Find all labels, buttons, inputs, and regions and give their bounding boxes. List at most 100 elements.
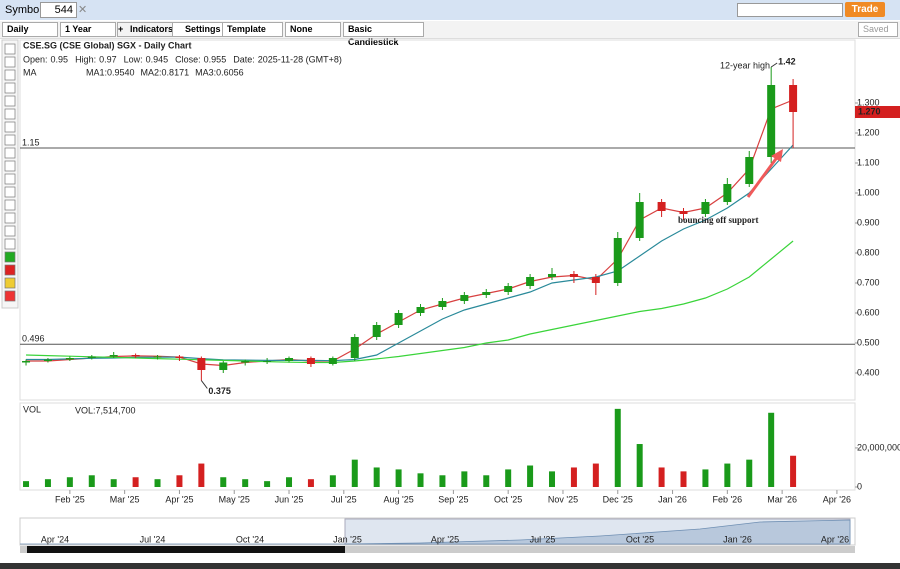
symbol-input[interactable]: 544 [40,2,77,18]
volume-bar [592,463,599,487]
header-label: Close: [175,54,201,64]
volume-bar [23,481,30,487]
y-tick-label: 1.200 [857,127,880,137]
scrollbar [20,546,855,553]
candle-body [131,355,140,357]
navigator-label: Apr '25 [431,534,459,544]
volume-bar [636,444,643,487]
y-tick-label: 0.800 [857,247,880,257]
x-tick-label: Aug '25 [383,494,413,504]
x-tick-label: Apr '25 [165,494,193,504]
tool-icon [4,95,16,107]
tool-icon [4,121,16,133]
candle-body [263,361,272,362]
volume-bar [220,477,227,487]
candle-body [657,202,666,211]
clear-icon[interactable]: ✕ [78,4,88,16]
x-tick-label: Jun '25 [275,494,304,504]
scrollbar-dark [27,546,345,553]
volume-bar [132,477,139,487]
volume-bar [110,479,117,487]
volume-bar [614,408,621,487]
x-tick-label: Oct '25 [494,494,522,504]
candle-body [306,358,315,364]
y-tick-label: 0.900 [857,217,880,227]
tool-icon [4,186,16,198]
volume-bar [44,479,51,487]
candle-body [504,286,513,292]
plus-icon: + [118,24,124,34]
interval-dropdown[interactable]: Daily [2,22,58,37]
search-box[interactable] [737,3,843,17]
volume-bar [264,481,271,487]
volume-bar [461,471,468,487]
style-dropdown[interactable]: Basic Candlestick [343,22,424,47]
tool-icon [4,290,16,302]
trade-button[interactable]: Trade [845,2,885,17]
annotation-value: 1.42 [778,56,796,66]
x-tick-label: Feb '26 [712,494,742,504]
candle-body [22,361,31,363]
y-tick-label: 1.000 [857,187,880,197]
y-tick-label: 1.300 [857,97,880,107]
candle-body [372,325,381,337]
tool-icon [4,56,16,68]
navigator-area [20,519,851,545]
annotation-arrow [746,155,780,198]
volume-bar [198,463,205,487]
ma-line [26,240,794,364]
candle-body [635,202,644,238]
volume-bar [329,475,336,487]
ma-label: MA [23,67,37,77]
tool-icon [4,277,16,289]
x-tick-label: Feb '25 [55,494,85,504]
tool-icon [4,108,16,120]
volume-bar [702,469,709,487]
volume-legend: VOL:7,514,700 [75,405,136,415]
x-tick-label: Jul '25 [331,494,357,504]
tool-icon [4,225,16,237]
range-dropdown[interactable]: 1 Year [60,22,116,37]
candle-body [591,277,600,283]
navigator-label: Jul '25 [530,534,556,544]
candle-body [241,361,250,363]
candle-body [745,157,754,184]
candle-body [328,358,337,364]
candle-body [153,356,162,358]
tool-icon [4,43,16,55]
saved-button[interactable]: Saved [858,22,898,37]
x-tick-label: Apr '26 [823,494,851,504]
y-tick-label: 1.100 [857,157,880,167]
tool-icon [4,82,16,94]
tool-icon [4,160,16,172]
navigator-label: Jul '24 [140,534,166,544]
volume-bar [505,469,512,487]
y-tick-label: 0.500 [857,337,880,347]
tool-icon [4,251,16,263]
symbols-label: Symbols: [5,4,51,16]
y-tick-label: 0.600 [857,307,880,317]
horizontal-line-label: 1.15 [22,137,40,147]
volume-bar [439,475,446,487]
volume-bar [680,471,687,487]
none-dropdown[interactable]: None [285,22,341,37]
tool-icon [4,69,16,81]
header-value: 2025-11-28 (GMT+8) [258,54,342,64]
x-tick-label: Mar '26 [767,494,797,504]
navigator-label: Jan '26 [723,534,752,544]
header-value: 0.955 [204,54,227,64]
volume-tick-label: 0 [857,481,862,491]
x-tick-label: Mar '25 [110,494,140,504]
candle-body [219,362,228,370]
candle-body [394,313,403,325]
volume-bar [242,479,249,487]
volume-bar [570,467,577,487]
volume-bar [768,412,775,487]
candle-body [438,301,447,307]
template-dropdown[interactable]: Template [222,22,283,37]
header-value: 0.95 [51,54,69,64]
tool-icon [4,173,16,185]
tool-icon [4,212,16,224]
header-label: Date: [233,54,255,64]
